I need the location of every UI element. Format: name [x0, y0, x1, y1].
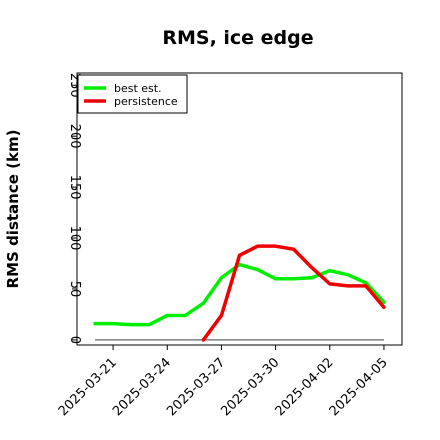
x-ticks: 2025-03-212025-03-242025-03-272025-03-30… — [56, 345, 391, 419]
y-tick-label: 200 — [67, 124, 82, 149]
legend-box — [77, 74, 188, 114]
y-tick-label: 0 — [67, 336, 82, 344]
series-line-persistence — [201, 244, 386, 342]
y-tick-label: 100 — [67, 226, 82, 251]
series-line-best-est — [93, 262, 386, 327]
legend: best est.persistence — [77, 74, 188, 114]
legend-label: best est. — [114, 82, 162, 95]
y-tick-label: 50 — [67, 281, 82, 298]
chart-title: RMS, ice edge — [162, 27, 313, 49]
series-lines — [93, 244, 386, 342]
x-tick-label: 2025-04-05 — [327, 355, 391, 419]
plot-area — [76, 72, 403, 346]
legend-label: persistence — [114, 95, 178, 108]
y-tick-label: 150 — [67, 175, 82, 200]
y-axis-label: RMS distance (km) — [4, 130, 22, 289]
